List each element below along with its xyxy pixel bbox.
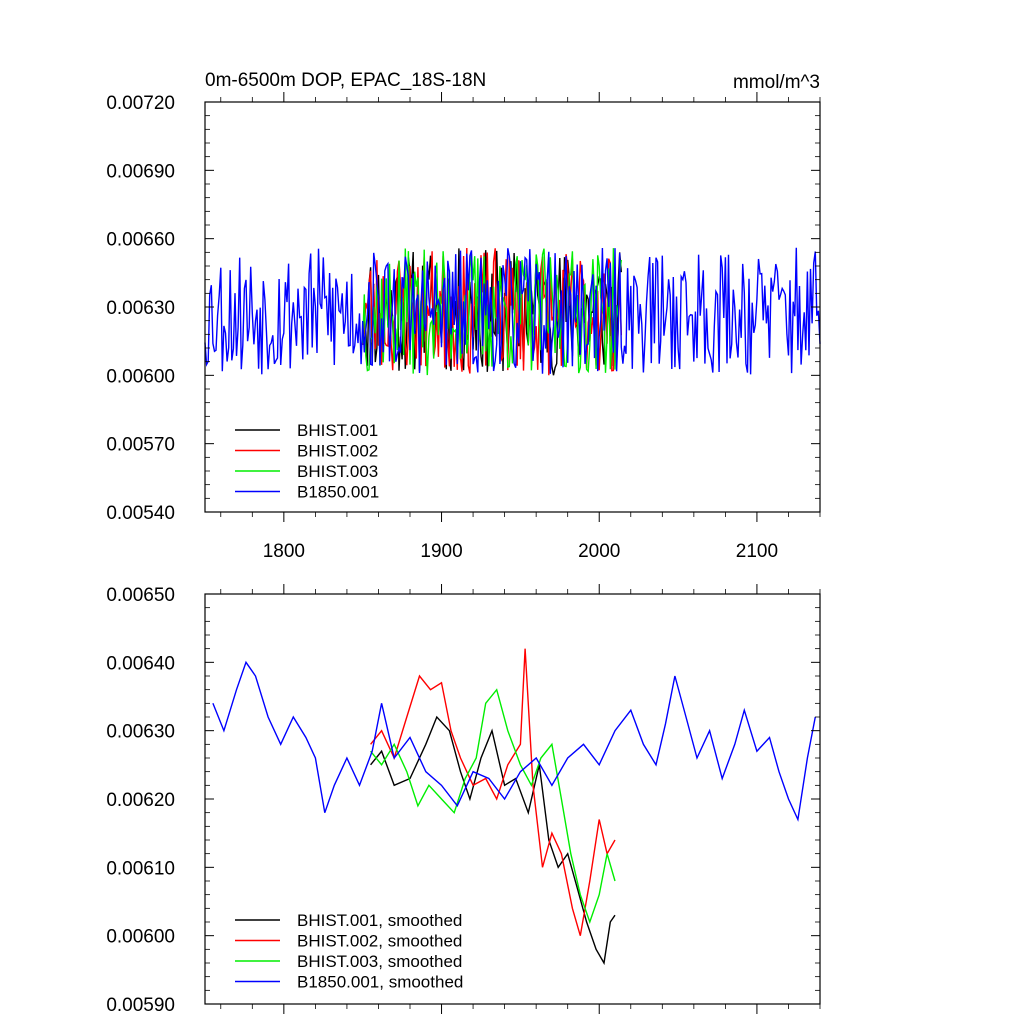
y-tick-label: 0.00630 [106,298,175,319]
top-series-group [204,247,821,376]
legend-label: BHIST.002, smoothed [297,932,462,951]
series-line-bottom-3 [370,688,616,925]
bottom-panel: 0.00590 0.00600 0.00610 0.00620 0.00630 0.006… [106,584,821,1016]
y-tick-label: 0.00650 [106,585,175,606]
y-tick-label: 0.00590 [106,995,175,1016]
y-tick-label: 0.00720 [106,93,175,114]
y-tick-label: 0.00620 [106,790,175,811]
legend-label: BHIST.003 [297,462,378,481]
y-tick-label: 0.00690 [106,161,175,182]
y-tick-label: 0.00570 [106,435,175,456]
legend-label: B1850.001 [297,483,379,502]
series-line-bottom-2 [370,648,616,936]
legend-label: BHIST.003, smoothed [297,952,462,971]
x-tick-label: 2100 [736,541,778,562]
y-tick-label: 0.00600 [106,366,175,387]
x-tick-label: 1900 [420,541,462,562]
series-line-bottom-4 [212,660,816,822]
top-ticks-group: 0.00540 0.00570 0.00600 0.00630 0.00660 0.006… [106,92,821,562]
x-tick-label: 2000 [578,541,620,562]
top-panel: 0m-6500m DOP, EPAC_18S-18N mmol/m^3 0.00… [106,70,821,562]
y-tick-label: 0.00660 [106,230,175,251]
y-tick-label: 0.00640 [106,653,175,674]
y-tick-label: 0.00610 [106,858,175,879]
bottom-ticks-group: 0.00590 0.00600 0.00610 0.00620 0.00630 0.006… [106,584,821,1016]
top-units-label: mmol/m^3 [733,72,820,93]
series-line-bottom-1 [370,715,616,966]
legend-label: BHIST.001, smoothed [297,911,462,930]
y-tick-label: 0.00630 [106,722,175,743]
legend-label: B1850.001, smoothed [297,973,463,992]
bottom-legend: BHIST.001, smoothed BHIST.002, smoothedBH… [235,911,463,992]
top-title: 0m-6500m DOP, EPAC_18S-18N [205,70,486,91]
legend-label: BHIST.002 [297,442,378,461]
y-tick-label: 0.00540 [106,503,175,524]
series-line-top-3 [362,248,622,376]
legend-label: BHIST.001 [297,421,378,440]
bottom-series-group [212,648,816,966]
x-tick-label: 1800 [263,541,305,562]
series-line-top-4 [204,247,821,375]
y-tick-label: 0.00600 [106,927,175,948]
